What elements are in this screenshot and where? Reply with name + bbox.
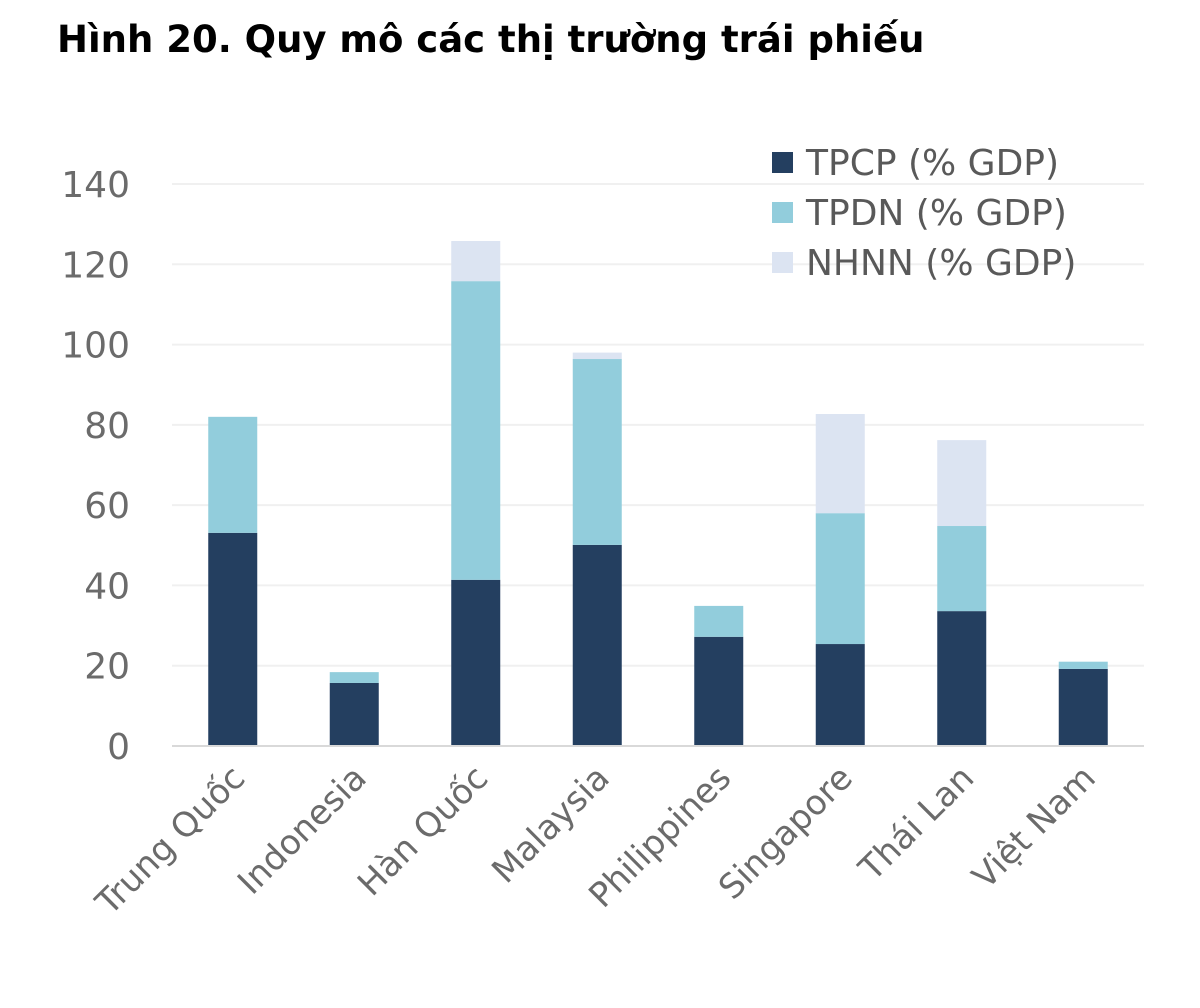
y-tick-label: 120 — [61, 245, 130, 286]
bar-segment-tpcp — [572, 544, 622, 746]
bar-segment-nhnn — [451, 241, 501, 282]
bar-segment-nhnn — [572, 352, 622, 360]
y-tick-label: 20 — [84, 647, 130, 688]
bar-segment-tpdn — [451, 281, 501, 580]
y-tick-label: 100 — [61, 326, 130, 367]
y-tick-label: 60 — [84, 486, 130, 527]
legend-swatch — [772, 202, 793, 223]
x-tick-label: Việt Nam — [965, 758, 1104, 897]
bar-segment-tpdn — [329, 672, 379, 683]
legend-swatch — [772, 252, 793, 273]
bar-segment-tpdn — [572, 359, 622, 545]
x-tick-label: Singapore — [711, 758, 861, 908]
x-tick-label: Thái Lan — [851, 758, 982, 889]
bar-segment-nhnn — [815, 414, 865, 514]
bar-segment-tpdn — [815, 513, 865, 645]
x-tick-label: Indonesia — [230, 758, 375, 903]
bar-segment-tpcp — [694, 636, 744, 746]
bar-segment-tpcp — [208, 532, 258, 746]
bar-segment-tpcp — [937, 611, 987, 746]
bar-segment-tpdn — [1058, 661, 1108, 669]
chart-title: Hình 20. Quy mô các thị trường trái phiế… — [57, 18, 925, 61]
x-tick-label: Hàn Quốc — [350, 758, 496, 904]
y-tick-label: 80 — [84, 406, 130, 447]
bar-segment-tpcp — [1058, 668, 1108, 746]
legend-label: TPCP (% GDP) — [805, 143, 1059, 184]
bar-segment-tpdn — [694, 605, 744, 637]
bar-segment-nhnn — [937, 440, 987, 527]
legend-label: NHNN (% GDP) — [806, 243, 1076, 284]
bar-segment-tpdn — [208, 416, 258, 533]
y-tick-label: 40 — [84, 566, 130, 607]
bar-segment-tpcp — [451, 579, 501, 746]
y-tick-label: 140 — [61, 165, 130, 206]
bar-segment-tpcp — [329, 682, 379, 746]
x-tick-label: Trung Quốc — [88, 758, 253, 923]
legend-label: TPDN (% GDP) — [805, 193, 1067, 234]
legend-swatch — [772, 152, 793, 173]
y-tick-label: 0 — [107, 727, 130, 768]
bar-segment-tpdn — [937, 526, 987, 612]
bar-segment-tpcp — [815, 644, 865, 746]
